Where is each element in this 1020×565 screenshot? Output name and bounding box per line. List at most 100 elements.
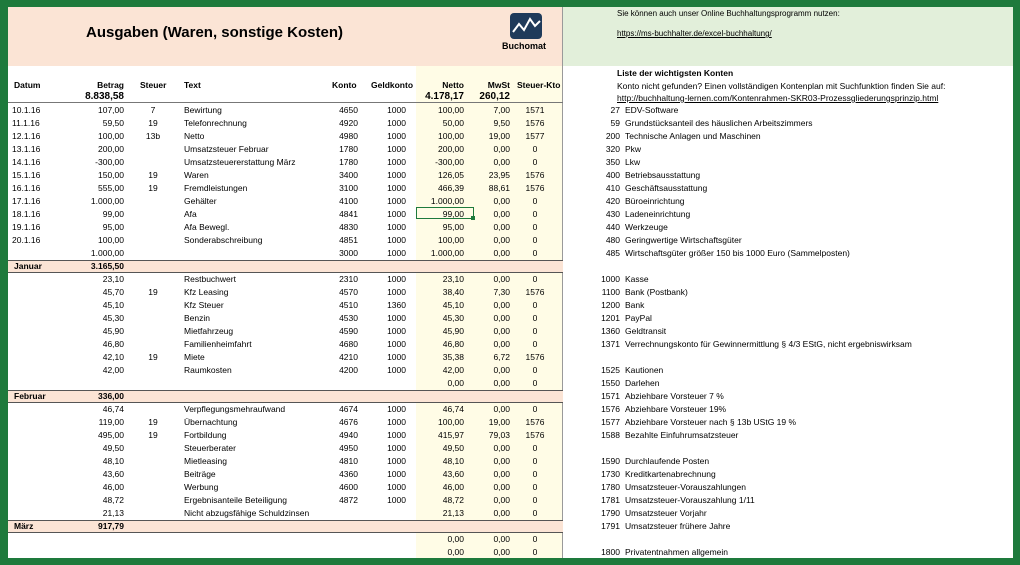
- cell-betrag[interactable]: 42,00: [102, 365, 124, 375]
- cell-netto[interactable]: 21,13: [442, 508, 464, 518]
- cell-mwst[interactable]: 0,00: [493, 326, 510, 336]
- online-link[interactable]: https://ms-buchhalter.de/excel-buchhaltu…: [617, 29, 772, 38]
- cell-geldkonto[interactable]: 1000: [387, 339, 406, 349]
- cell-geldkonto[interactable]: 1000: [387, 469, 406, 479]
- cell-text[interactable]: Werbung: [184, 482, 219, 492]
- cell-geldkonto[interactable]: 1000: [387, 144, 406, 154]
- cell-text[interactable]: Restbuchwert: [184, 274, 236, 284]
- cell-geldkonto[interactable]: 1360: [387, 300, 406, 310]
- cell-konto[interactable]: 1780: [339, 144, 358, 154]
- cell-text[interactable]: Afa Bewegl.: [184, 222, 230, 232]
- cell-text[interactable]: Kfz Leasing: [184, 287, 229, 297]
- cell-steuer-kto[interactable]: 0: [532, 443, 538, 453]
- cell-text[interactable]: Fortbildung: [184, 430, 227, 440]
- cell-betrag[interactable]: 46,80: [102, 339, 124, 349]
- cell-mwst[interactable]: 79,03: [488, 430, 510, 440]
- cell-netto[interactable]: 415,97: [438, 430, 464, 440]
- cell-datum[interactable]: 13.1.16: [12, 144, 41, 154]
- cell-steuer-kto[interactable]: 0: [532, 482, 538, 492]
- cell-geldkonto[interactable]: 1000: [387, 456, 406, 466]
- cell-text[interactable]: Umsatzsteuererstattung März: [184, 157, 296, 167]
- cell-mwst[interactable]: 88,61: [488, 183, 510, 193]
- cell-mwst[interactable]: 6,72: [493, 352, 510, 362]
- cell-steuer-kto[interactable]: 0: [532, 495, 538, 505]
- cell-datum[interactable]: 16.1.16: [12, 183, 41, 193]
- cell-netto[interactable]: 43,60: [442, 469, 464, 479]
- cell-konto[interactable]: 4590: [339, 326, 358, 336]
- cell-mwst[interactable]: 9,50: [493, 118, 510, 128]
- cell-datum[interactable]: 17.1.16: [12, 196, 41, 206]
- cell-steuer-kto[interactable]: 1576: [525, 118, 545, 128]
- cell-netto[interactable]: 45,30: [442, 313, 464, 323]
- cell-konto[interactable]: 4841: [339, 209, 358, 219]
- cell-mwst[interactable]: 0,00: [493, 248, 510, 258]
- cell-betrag[interactable]: 45,70: [102, 287, 124, 297]
- cell-datum[interactable]: 20.1.16: [12, 235, 41, 245]
- cell-geldkonto[interactable]: 1000: [387, 313, 406, 323]
- cell-text[interactable]: Miete: [184, 352, 205, 362]
- cell-netto[interactable]: 1.000,00: [430, 196, 464, 206]
- cell-steuer-kto[interactable]: 0: [532, 365, 538, 375]
- cell-konto[interactable]: 4100: [339, 196, 358, 206]
- cell-betrag[interactable]: 48,72: [102, 495, 124, 505]
- cell-mwst[interactable]: 7,30: [493, 287, 510, 297]
- cell-konto[interactable]: 4200: [339, 365, 358, 375]
- cell-steuer-kto[interactable]: 1576: [525, 287, 545, 297]
- cell-datum[interactable]: 12.1.16: [12, 131, 41, 141]
- cell-konto[interactable]: 4810: [339, 456, 358, 466]
- cell-netto[interactable]: 35,38: [442, 352, 464, 362]
- cell-betrag[interactable]: 48,10: [102, 456, 124, 466]
- cell-konto[interactable]: 4530: [339, 313, 358, 323]
- cell-geldkonto[interactable]: 1000: [387, 326, 406, 336]
- cell-geldkonto[interactable]: 1000: [387, 404, 406, 414]
- cell-text[interactable]: Steuerberater: [184, 443, 236, 453]
- cell-steuer-kto[interactable]: 0: [532, 300, 538, 310]
- cell-betrag[interactable]: 46,00: [102, 482, 124, 492]
- cell-datum[interactable]: 19.1.16: [12, 222, 41, 232]
- cell-text[interactable]: Beiträge: [184, 469, 216, 479]
- cell-konto[interactable]: 4851: [339, 235, 358, 245]
- cell-text[interactable]: Fremdleistungen: [184, 183, 248, 193]
- cell-steuer-kto[interactable]: 1576: [525, 417, 545, 427]
- cell-konto[interactable]: 4210: [339, 352, 358, 362]
- cell-steuer-kto[interactable]: 0: [532, 157, 538, 167]
- cell-geldkonto[interactable]: 1000: [387, 131, 406, 141]
- cell-netto[interactable]: 466,39: [438, 183, 464, 193]
- cell-betrag[interactable]: 150,00: [98, 170, 124, 180]
- cell-mwst[interactable]: 0,00: [493, 508, 510, 518]
- cell-steuer[interactable]: 19: [148, 352, 158, 362]
- cell-geldkonto[interactable]: 1000: [387, 183, 406, 193]
- cell-steuer[interactable]: 19: [148, 118, 158, 128]
- cell-text[interactable]: Sonderabschreibung: [184, 235, 263, 245]
- cell-konto[interactable]: 4510: [339, 300, 358, 310]
- cell-mwst[interactable]: 0,00: [493, 339, 510, 349]
- cell-betrag[interactable]: 1.000,00: [90, 196, 124, 206]
- cell-konto[interactable]: 4600: [339, 482, 358, 492]
- cell-konto[interactable]: 4940: [339, 430, 358, 440]
- cell-mwst[interactable]: 0,00: [493, 209, 510, 219]
- cell-betrag[interactable]: 45,10: [102, 300, 124, 310]
- cell-geldkonto[interactable]: 1000: [387, 248, 406, 258]
- cell-konto[interactable]: 4830: [339, 222, 358, 232]
- cell-mwst[interactable]: 19,00: [488, 131, 510, 141]
- cell-netto[interactable]: 46,00: [442, 482, 464, 492]
- cell-betrag[interactable]: 45,90: [102, 326, 124, 336]
- cell-geldkonto[interactable]: 1000: [387, 482, 406, 492]
- cell-betrag[interactable]: -300,00: [95, 157, 124, 167]
- cell-geldkonto[interactable]: 1000: [387, 430, 406, 440]
- cell-text[interactable]: Übernachtung: [184, 417, 238, 427]
- cell-geldkonto[interactable]: 1000: [387, 170, 406, 180]
- cell-steuer-kto[interactable]: 0: [532, 222, 538, 232]
- cell-geldkonto[interactable]: 1000: [387, 352, 406, 362]
- cell-steuer-kto[interactable]: 0: [532, 339, 538, 349]
- cell-mwst[interactable]: 0,00: [493, 469, 510, 479]
- cell-mwst[interactable]: 0,00: [493, 443, 510, 453]
- cell-mwst[interactable]: 0,00: [493, 313, 510, 323]
- cell-mwst[interactable]: 23,95: [488, 170, 510, 180]
- cell-steuer[interactable]: 7: [150, 105, 156, 115]
- cell-steuer-kto[interactable]: 0: [532, 144, 538, 154]
- cell-steuer[interactable]: 19: [148, 170, 158, 180]
- cell-mwst[interactable]: 0,00: [493, 547, 510, 557]
- cell-geldkonto[interactable]: 1000: [387, 105, 406, 115]
- cell-geldkonto[interactable]: 1000: [387, 287, 406, 297]
